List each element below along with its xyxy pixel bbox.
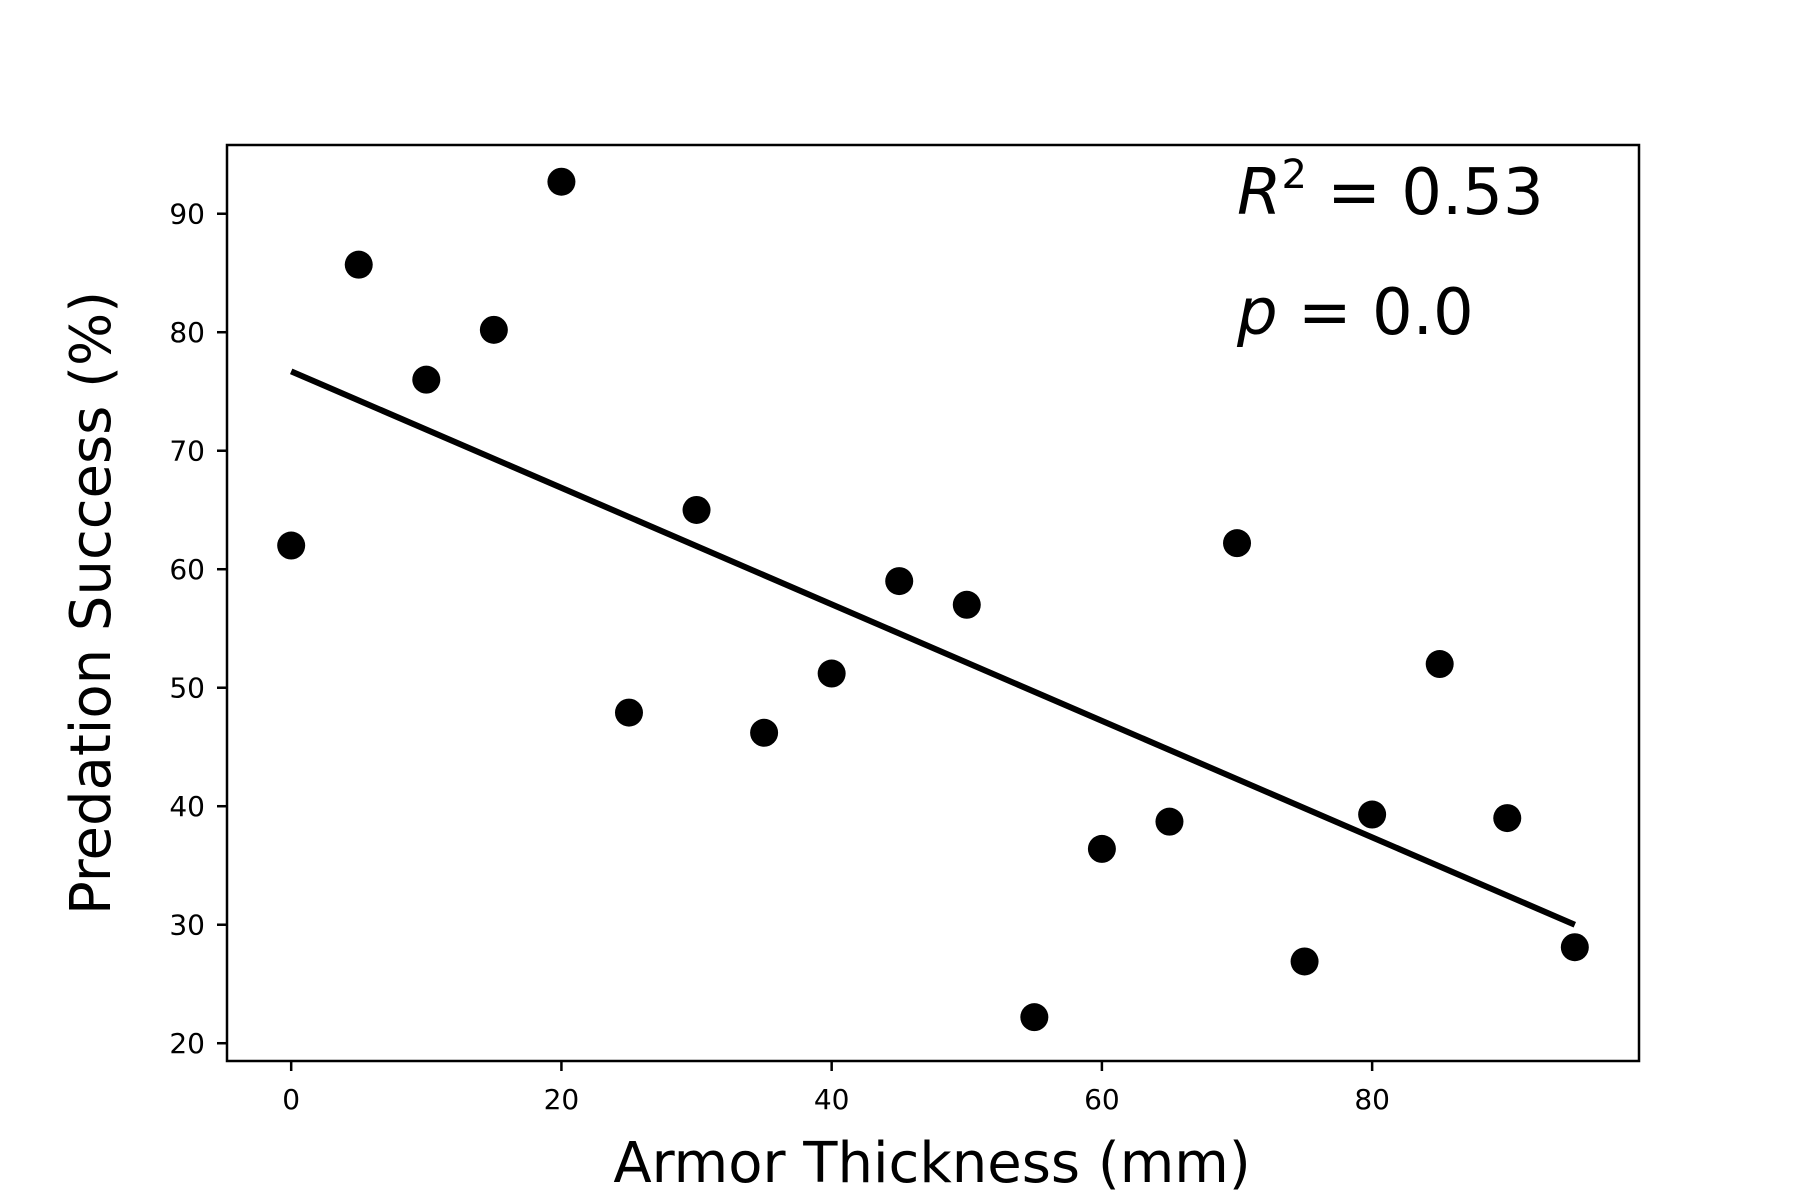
y-tick-label: 30 xyxy=(169,909,205,942)
y-tick-label: 50 xyxy=(169,672,205,705)
y-tick-label: 80 xyxy=(169,316,205,349)
data-point xyxy=(277,531,306,560)
y-tick-label: 70 xyxy=(169,435,205,468)
x-tick-label: 20 xyxy=(544,1083,580,1116)
y-tick-label: 90 xyxy=(169,198,205,231)
r-squared-annotation: R2 = 0.53 xyxy=(1237,152,1544,230)
data-point xyxy=(1020,1003,1049,1032)
data-point xyxy=(750,718,779,747)
data-point xyxy=(344,250,373,279)
data-point xyxy=(614,698,643,727)
regression-line xyxy=(289,368,1577,928)
data-point xyxy=(547,167,576,196)
r-squared-superscript: 2 xyxy=(1281,152,1306,198)
data-point xyxy=(479,315,508,344)
data-point xyxy=(1425,650,1454,679)
y-tick-label: 60 xyxy=(169,553,205,586)
x-axis-title: Armor Thickness (mm) xyxy=(613,1131,1250,1196)
x-tick-label: 40 xyxy=(814,1083,850,1116)
data-point xyxy=(1493,804,1522,833)
y-axis-title: Predation Success (%) xyxy=(59,291,124,915)
r-squared-value: = 0.53 xyxy=(1307,156,1544,230)
x-tick-label: 80 xyxy=(1354,1083,1390,1116)
data-point xyxy=(682,495,711,524)
y-tick-label: 40 xyxy=(169,790,205,823)
data-point xyxy=(1155,807,1184,836)
p-value-annotation: p = 0.0 xyxy=(1236,276,1474,350)
y-tick-label: 20 xyxy=(169,1027,205,1060)
p-value: = 0.0 xyxy=(1278,276,1474,350)
p-symbol: p xyxy=(1236,276,1278,350)
data-point xyxy=(412,365,441,394)
data-point xyxy=(885,567,914,596)
data-points xyxy=(277,167,1589,1032)
x-axis: 0 20 40 60 80 xyxy=(282,1061,1390,1116)
data-point xyxy=(1087,834,1116,863)
x-tick-label: 60 xyxy=(1084,1083,1120,1116)
data-point xyxy=(1290,947,1319,976)
data-point xyxy=(1560,933,1589,962)
data-point xyxy=(1223,529,1252,558)
x-tick-label: 0 xyxy=(282,1083,300,1116)
plot-frame xyxy=(225,143,1641,1063)
data-point xyxy=(1358,800,1387,829)
data-point xyxy=(817,659,846,688)
y-axis: 20 30 40 50 60 70 80 90 xyxy=(169,198,227,1060)
r-squared-symbol: R xyxy=(1237,156,1281,230)
data-point xyxy=(952,590,981,619)
